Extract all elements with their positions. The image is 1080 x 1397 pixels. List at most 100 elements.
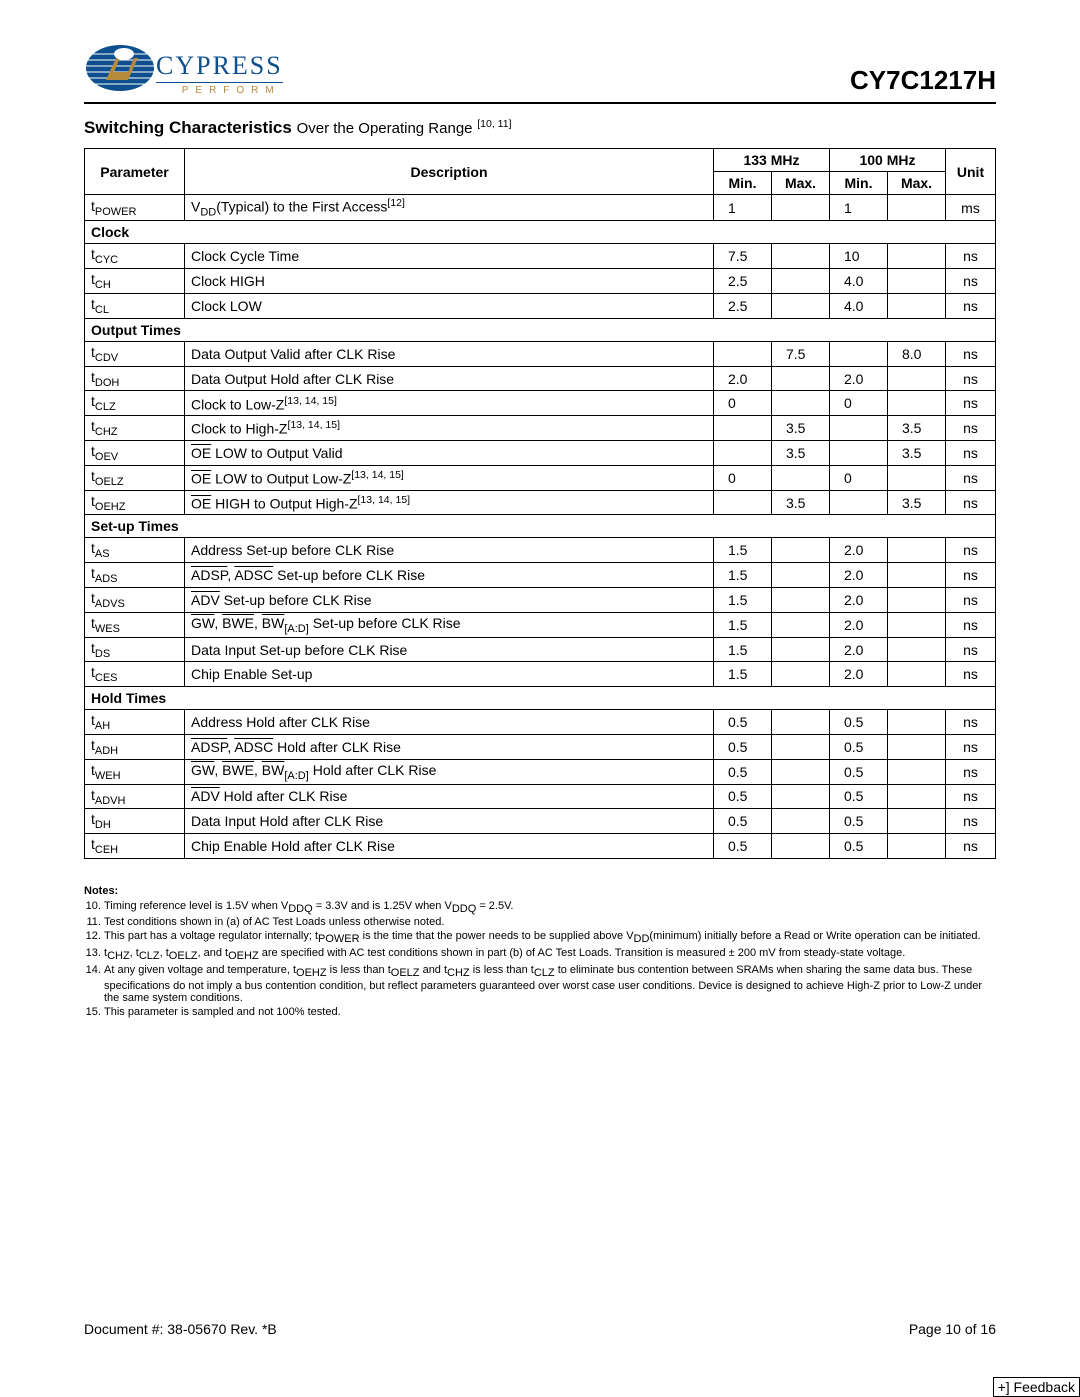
note-item: tCHZ, tCLZ, tOELZ, and tOEHZ are specifi… [104,947,996,963]
value-cell: 0 [714,391,772,416]
unit-cell: ns [946,441,996,466]
value-cell [888,244,946,269]
unit-cell: ns [946,341,996,366]
desc-cell: OE LOW to Output Low-Z[13, 14, 15] [185,465,714,490]
value-cell [772,809,830,834]
value-cell: 3.5 [772,441,830,466]
unit-cell: ns [946,637,996,662]
page-footer: Document #: 38-05670 Rev. *B Page 10 of … [84,1321,996,1337]
value-cell [888,538,946,563]
table-row: tOEHZOE HIGH to Output High-Z[13, 14, 15… [85,490,996,515]
param-cell: tWES [85,612,185,637]
value-cell [772,195,830,221]
unit-cell: ns [946,366,996,391]
brand-slogan: PERFORM [156,85,283,96]
th-f2-max: Max. [888,172,946,195]
table-row: Output Times [85,318,996,341]
value-cell: 7.5 [714,244,772,269]
desc-cell: Data Output Hold after CLK Rise [185,366,714,391]
unit-cell: ns [946,563,996,588]
value-cell [830,341,888,366]
value-cell [888,588,946,613]
value-cell [772,662,830,687]
unit-cell: ns [946,784,996,809]
value-cell [714,490,772,515]
section-header-cell: Set-up Times [85,515,996,538]
param-cell: tADVH [85,784,185,809]
value-cell: 0 [830,391,888,416]
page-header: CYPRESS PERFORM CY7C1217H [84,40,996,96]
note-item: This part has a voltage regulator intern… [104,930,996,946]
value-cell [714,441,772,466]
table-row: tADSADSP, ADSC Set-up before CLK Rise1.5… [85,563,996,588]
param-cell: tCL [85,294,185,319]
table-row: tWESGW, BWE, BW[A:D] Set-up before CLK R… [85,612,996,637]
value-cell: 3.5 [888,441,946,466]
value-cell: 10 [830,244,888,269]
section-header-cell: Clock [85,221,996,244]
footer-page: Page 10 of 16 [909,1321,996,1337]
value-cell: 3.5 [772,490,830,515]
value-cell [772,366,830,391]
notes-list: Timing reference level is 1.5V when VDDQ… [84,900,996,1019]
param-cell: tAH [85,710,185,735]
desc-cell: ADV Hold after CLK Rise [185,784,714,809]
desc-cell: VDD(Typical) to the First Access[12] [185,195,714,221]
value-cell: 3.5 [888,416,946,441]
th-unit: Unit [946,149,996,195]
unit-cell: ns [946,735,996,760]
value-cell: 7.5 [772,341,830,366]
unit-cell: ns [946,588,996,613]
value-cell: 2.0 [830,563,888,588]
desc-cell: Data Input Set-up before CLK Rise [185,637,714,662]
value-cell [772,465,830,490]
desc-cell: Clock to Low-Z[13, 14, 15] [185,391,714,416]
th-f1-max: Max. [772,172,830,195]
note-item: At any given voltage and temperature, tO… [104,964,996,1005]
value-cell [772,588,830,613]
notes-header: Notes: [84,885,996,898]
value-cell: 3.5 [888,490,946,515]
desc-cell: GW, BWE, BW[A:D] Hold after CLK Rise [185,759,714,784]
desc-cell: OE HIGH to Output High-Z[13, 14, 15] [185,490,714,515]
param-cell: tDOH [85,366,185,391]
table-row: tDSData Input Set-up before CLK Rise1.52… [85,637,996,662]
value-cell [888,735,946,760]
desc-cell: Address Set-up before CLK Rise [185,538,714,563]
value-cell: 2.0 [830,637,888,662]
table-row: tPOWERVDD(Typical) to the First Access[1… [85,195,996,221]
desc-cell: Clock LOW [185,294,714,319]
table-row: Hold Times [85,687,996,710]
value-cell [714,341,772,366]
th-parameter: Parameter [85,149,185,195]
desc-cell: ADSP, ADSC Set-up before CLK Rise [185,563,714,588]
value-cell [772,563,830,588]
value-cell: 1.5 [714,563,772,588]
value-cell [888,637,946,662]
value-cell [714,416,772,441]
value-cell [888,366,946,391]
unit-cell: ns [946,662,996,687]
part-number: CY7C1217H [850,65,996,96]
param-cell: tCH [85,269,185,294]
desc-cell: Data Output Valid after CLK Rise [185,341,714,366]
note-item: Test conditions shown in (a) of AC Test … [104,916,996,929]
table-row: Clock [85,221,996,244]
value-cell: 2.5 [714,269,772,294]
unit-cell: ns [946,294,996,319]
param-cell: tOEHZ [85,490,185,515]
value-cell [772,269,830,294]
value-cell [772,612,830,637]
section-header-cell: Output Times [85,318,996,341]
feedback-button[interactable]: +] Feedback [993,1377,1080,1397]
value-cell [772,834,830,859]
value-cell: 2.0 [830,588,888,613]
brand-name: CYPRESS [156,51,283,83]
table-row: tAHAddress Hold after CLK Rise0.50.5ns [85,710,996,735]
table-row: tCESChip Enable Set-up1.52.0ns [85,662,996,687]
value-cell [888,294,946,319]
value-cell [772,538,830,563]
desc-cell: GW, BWE, BW[A:D] Set-up before CLK Rise [185,612,714,637]
unit-cell: ms [946,195,996,221]
value-cell: 2.5 [714,294,772,319]
